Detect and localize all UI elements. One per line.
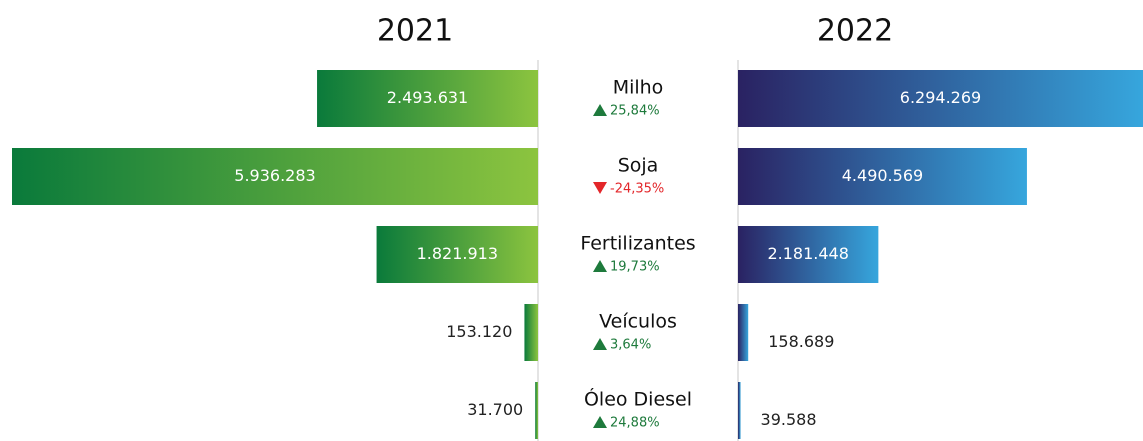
bar xyxy=(12,148,538,205)
value-label: 1.821.913 xyxy=(417,244,498,263)
value-label: 5.936.283 xyxy=(234,166,315,185)
series-header: 2021 xyxy=(377,14,453,49)
value-label: 153.120 xyxy=(446,322,512,341)
value-label: 6.294.269 xyxy=(900,88,981,107)
change-arrow xyxy=(593,260,607,272)
bar xyxy=(738,226,879,283)
bar xyxy=(738,382,741,439)
bar xyxy=(738,148,1027,205)
category-label: Soja xyxy=(618,155,659,177)
value-label: 2.493.631 xyxy=(387,88,468,107)
change-label: 25,84% xyxy=(610,104,660,119)
value-label: 39.588 xyxy=(761,410,817,429)
change-label: -24,35% xyxy=(610,182,664,197)
change-arrow xyxy=(593,416,607,428)
change-label: 19,73% xyxy=(610,260,660,275)
value-label: 4.490.569 xyxy=(842,166,923,185)
bar xyxy=(535,382,538,439)
value-label: 2.181.448 xyxy=(767,244,848,263)
value-label: 158.689 xyxy=(768,332,834,351)
change-arrow xyxy=(593,182,607,194)
bar xyxy=(317,70,538,127)
change-label: 3,64% xyxy=(610,338,651,353)
change-label: 24,88% xyxy=(610,416,660,431)
bar xyxy=(738,70,1143,127)
category-label: Veículos xyxy=(599,311,677,333)
bar xyxy=(376,226,538,283)
value-label: 31.700 xyxy=(467,400,523,419)
category-label: Milho xyxy=(613,77,664,99)
category-label: Fertilizantes xyxy=(580,233,695,255)
series-header: 2022 xyxy=(817,14,893,49)
change-arrow xyxy=(593,338,607,350)
change-arrow xyxy=(593,104,607,116)
bar xyxy=(524,304,538,361)
category-label: Óleo Diesel xyxy=(584,387,692,411)
bar xyxy=(738,304,749,361)
